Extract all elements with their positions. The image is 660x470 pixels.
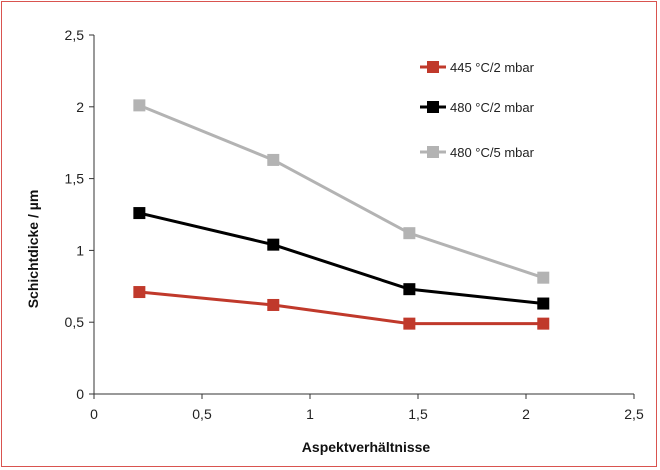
y-axis-label: Schichtdicke / µm <box>25 190 41 309</box>
data-point <box>537 297 550 310</box>
y-tick-label: 1 <box>76 242 84 258</box>
series-group <box>133 99 550 330</box>
legend-item: 480 °C/2 mbar <box>420 100 535 115</box>
legend: 445 °C/2 mbar 480 °C/2 mbar 480 °C/5 mbar <box>420 60 535 160</box>
series-3 <box>133 99 550 284</box>
y-tick-labels: 0 0,5 1 1,5 2 2,5 <box>65 27 94 402</box>
series-1 <box>133 286 550 330</box>
x-tick-label: 0,5 <box>192 406 212 422</box>
legend-marker <box>427 146 439 158</box>
x-tick-label: 2,5 <box>624 406 644 422</box>
data-point <box>537 271 550 284</box>
y-tick-label: 2 <box>76 99 84 115</box>
legend-label: 480 °C/5 mbar <box>450 145 535 160</box>
x-tick-labels: 0 0,5 1 1,5 2 2,5 <box>90 394 644 422</box>
data-point <box>403 227 416 240</box>
y-tick-label: 2,5 <box>65 27 85 43</box>
y-tick-label: 0 <box>76 386 84 402</box>
x-tick-label: 1,5 <box>408 406 428 422</box>
data-point <box>267 153 280 166</box>
data-point <box>267 238 280 251</box>
axes <box>93 35 634 395</box>
data-point <box>267 298 280 311</box>
legend-item: 445 °C/2 mbar <box>420 60 535 75</box>
x-axis-label: Aspektverhältnisse <box>302 439 431 455</box>
legend-marker <box>427 61 439 73</box>
series-2 <box>133 207 550 310</box>
data-point <box>133 99 146 112</box>
legend-item: 480 °C/5 mbar <box>420 145 535 160</box>
series-line <box>138 103 544 280</box>
x-tick-label: 0 <box>90 406 98 422</box>
series-line <box>139 211 544 306</box>
legend-label: 480 °C/2 mbar <box>450 100 535 115</box>
y-tick-label: 1,5 <box>65 171 85 187</box>
x-tick-label: 2 <box>522 406 530 422</box>
x-tick-label: 1 <box>306 406 314 422</box>
series-line <box>139 290 544 326</box>
data-point <box>537 317 550 330</box>
data-point <box>133 286 146 299</box>
data-point <box>133 207 146 220</box>
data-point <box>403 317 416 330</box>
legend-label: 445 °C/2 mbar <box>450 60 535 75</box>
y-tick-label: 0,5 <box>65 314 85 330</box>
data-point <box>403 283 416 296</box>
legend-marker <box>427 101 439 113</box>
